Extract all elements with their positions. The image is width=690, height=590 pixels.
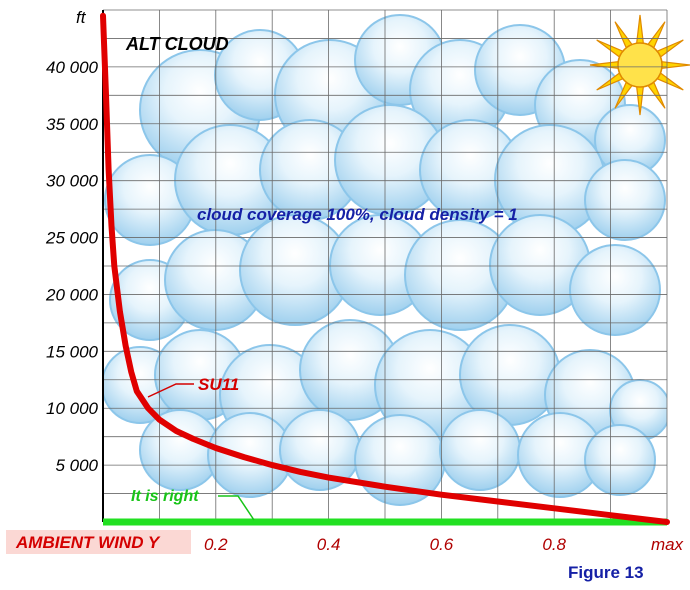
cloud-puff	[569, 244, 661, 336]
grid	[102, 9, 668, 523]
it-is-right-callout-leader	[218, 495, 255, 521]
y-tick-label: 10 000	[46, 399, 99, 418]
it-is-right-series-label: It is right	[131, 488, 199, 505]
su11-series-label: SU11	[198, 375, 239, 394]
y-tick-label: 15 000	[46, 342, 99, 361]
y-axis-unit-label: ft	[76, 8, 87, 27]
x-tick-label: max	[651, 535, 684, 554]
cloud-puff	[584, 159, 666, 241]
sun-ray	[659, 60, 690, 70]
series-layer	[100, 12, 670, 526]
y-tick-label: 5 000	[55, 456, 98, 475]
x-axis-title: AMBIENT WIND Y	[15, 533, 161, 552]
x-tick-label: 0.6	[430, 535, 454, 554]
su11-callout-leader	[147, 383, 194, 398]
y-tick-label: 40 000	[46, 58, 99, 77]
y-tick-labels: 5 000 10 000 15 000 20 000 25 000 30 000 35 00…	[45, 58, 99, 475]
x-axis-title-background	[6, 530, 191, 554]
sun-icon	[589, 14, 690, 116]
x-tick-label: 0.2	[204, 535, 228, 554]
chart-title: ALT CLOUD	[125, 34, 229, 54]
cloud-puff	[439, 409, 521, 491]
x-tick-label: 0.4	[317, 535, 341, 554]
series-line-su11	[100, 12, 670, 525]
cloud-puff	[584, 424, 656, 496]
y-tick-label: 30 000	[46, 172, 99, 191]
coverage-annotation: cloud coverage 100%, cloud density = 1	[197, 205, 518, 224]
y-tick-label: 35 000	[46, 115, 99, 134]
figure-caption: Figure 13	[568, 563, 644, 582]
y-tick-label: 20 000	[45, 285, 99, 304]
sun-ray	[635, 14, 645, 46]
it-is-right-callout: It is right	[131, 488, 255, 521]
su11-callout: SU11	[147, 375, 239, 398]
cloud-background	[103, 14, 667, 506]
y-tick-label: 25 000	[45, 229, 99, 248]
x-tick-label: 0.8	[542, 535, 566, 554]
sun-disc	[617, 42, 663, 88]
x-tick-labels: 0.2 0.4 0.6 0.8 max	[204, 535, 684, 554]
